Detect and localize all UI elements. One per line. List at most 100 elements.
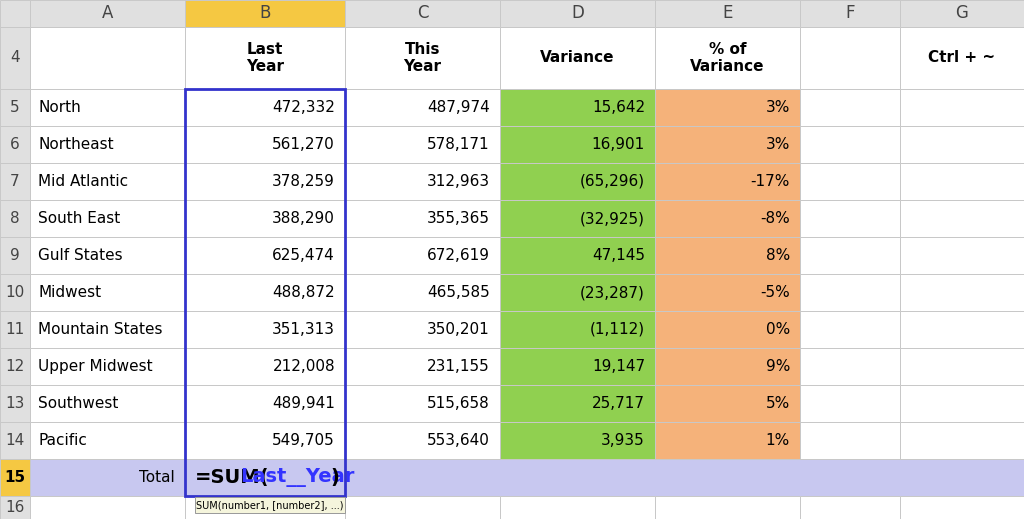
Text: 47,145: 47,145 (592, 248, 645, 263)
Bar (185, 0, 345, 27)
Bar (345, 311, 500, 348)
Bar (30, 496, 185, 519)
Bar (900, 311, 1024, 348)
Bar (345, 200, 500, 237)
Bar (655, 126, 800, 163)
Text: 3%: 3% (766, 137, 790, 152)
Bar (30, 348, 185, 385)
Text: 15,642: 15,642 (592, 100, 645, 115)
Bar (500, 27, 655, 89)
Text: 19,147: 19,147 (592, 359, 645, 374)
Bar (30, 89, 185, 126)
Bar (30, 459, 185, 496)
Bar (345, 0, 500, 27)
Bar (900, 126, 1024, 163)
Bar (185, 200, 345, 237)
Bar (0, 27, 30, 89)
Bar (655, 385, 800, 422)
Bar (500, 163, 655, 200)
Text: Gulf States: Gulf States (38, 248, 123, 263)
Bar (30, 200, 185, 237)
Text: 15: 15 (4, 470, 26, 485)
Text: 561,270: 561,270 (272, 137, 335, 152)
Text: Last__Year: Last__Year (240, 468, 354, 487)
Text: 7: 7 (10, 174, 19, 189)
Bar (800, 422, 900, 459)
Text: SUM(number1, [number2], ...): SUM(number1, [number2], ...) (197, 500, 344, 510)
Bar (900, 163, 1024, 200)
Text: A: A (101, 5, 114, 22)
Text: 5%: 5% (766, 396, 790, 411)
Text: 212,008: 212,008 (272, 359, 335, 374)
Text: 515,658: 515,658 (427, 396, 490, 411)
Bar (500, 89, 655, 126)
Bar (345, 237, 500, 274)
Bar (900, 348, 1024, 385)
Text: 8%: 8% (766, 248, 790, 263)
Text: 6: 6 (10, 137, 19, 152)
Bar (655, 422, 800, 459)
Bar (655, 89, 800, 126)
Bar (30, 311, 185, 348)
Bar (655, 274, 800, 311)
Bar (500, 274, 655, 311)
Bar (0, 459, 30, 496)
Text: (65,296): (65,296) (580, 174, 645, 189)
Bar (185, 459, 1024, 496)
Bar (185, 237, 345, 274)
Bar (345, 422, 500, 459)
Text: North: North (38, 100, 81, 115)
Text: 465,585: 465,585 (427, 285, 490, 300)
Text: 11: 11 (5, 322, 25, 337)
Bar (800, 496, 900, 519)
Text: C: C (417, 5, 428, 22)
Bar (0, 237, 30, 274)
Bar (0, 348, 30, 385)
Bar (655, 348, 800, 385)
Text: 4: 4 (10, 50, 19, 65)
Bar (345, 89, 500, 126)
Bar (500, 422, 655, 459)
Bar (185, 422, 345, 459)
Bar (185, 89, 345, 126)
Text: Total: Total (139, 470, 175, 485)
Bar (900, 27, 1024, 89)
Bar (655, 237, 800, 274)
Bar (900, 200, 1024, 237)
Bar (900, 274, 1024, 311)
Text: 578,171: 578,171 (427, 137, 490, 152)
Text: 9: 9 (10, 248, 19, 263)
Text: 350,201: 350,201 (427, 322, 490, 337)
Bar (30, 274, 185, 311)
Text: =SUM(: =SUM( (195, 468, 269, 487)
Bar (900, 496, 1024, 519)
Text: 25,717: 25,717 (592, 396, 645, 411)
Text: Mid Atlantic: Mid Atlantic (38, 174, 128, 189)
Bar (800, 89, 900, 126)
Text: Southwest: Southwest (38, 396, 119, 411)
Bar (500, 348, 655, 385)
Bar (0, 385, 30, 422)
Bar (800, 348, 900, 385)
Text: 3,935: 3,935 (601, 433, 645, 448)
Text: D: D (571, 5, 584, 22)
Text: Ctrl + ~: Ctrl + ~ (929, 50, 995, 65)
Bar (0, 126, 30, 163)
Bar (800, 200, 900, 237)
Bar (185, 496, 345, 519)
Bar (800, 274, 900, 311)
Bar (655, 200, 800, 237)
Text: 553,640: 553,640 (427, 433, 490, 448)
Bar (800, 0, 900, 27)
Bar (655, 163, 800, 200)
Bar (345, 27, 500, 89)
Text: Northeast: Northeast (38, 137, 114, 152)
Text: 16,901: 16,901 (592, 137, 645, 152)
Bar (185, 89, 345, 496)
Bar (900, 422, 1024, 459)
Bar (30, 237, 185, 274)
Text: 487,974: 487,974 (427, 100, 490, 115)
Bar (800, 237, 900, 274)
Text: (1,112): (1,112) (590, 322, 645, 337)
Bar (500, 200, 655, 237)
